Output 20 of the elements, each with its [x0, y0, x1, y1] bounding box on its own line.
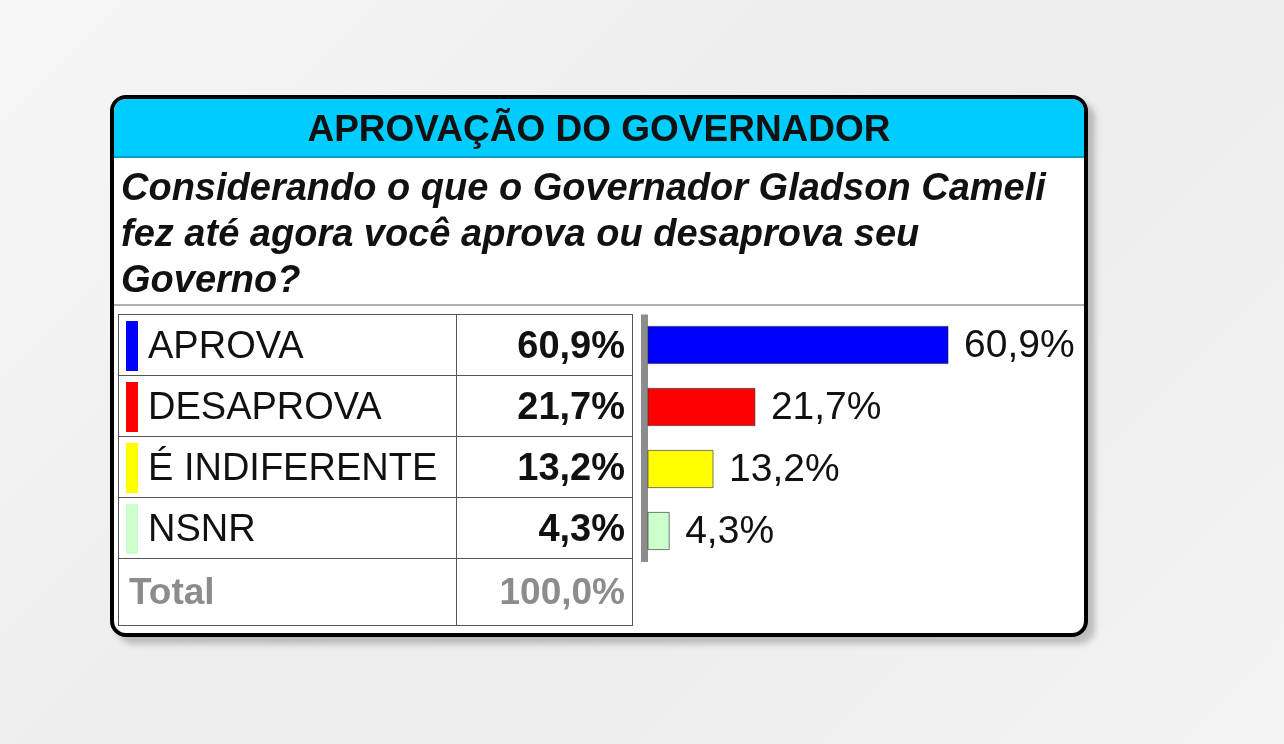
- data-label: 4,3%: [456, 497, 633, 559]
- data-label: 21,7%: [456, 375, 633, 437]
- y-tick-label: DESAPROVA: [147, 384, 382, 427]
- text: 4,3%: [685, 508, 775, 551]
- text: 100,0%: [456, 558, 633, 626]
- chart-subtitle: Considerando o que o Governador Gladson Cameli fez até agora você aprova ou desaprova seu Governo?: [121, 165, 1048, 302]
- text: Total: [118, 558, 457, 626]
- chart-title: APROVAÇÃO DO GOVERNADOR: [114, 99, 1084, 158]
- bar: [647, 450, 714, 488]
- text: 21,7%: [770, 384, 882, 427]
- data-label: 60,9%: [456, 314, 633, 376]
- y-tick-label: APROVA: [147, 323, 304, 366]
- y-tick-label: NSNR: [147, 506, 256, 549]
- bar: [647, 512, 670, 550]
- y-tick-label: É INDIFERENTE: [147, 445, 438, 488]
- bar: [647, 326, 949, 364]
- text: 60,9%: [964, 322, 1075, 365]
- text: 13,2%: [729, 446, 840, 489]
- data-label: 13,2%: [456, 436, 633, 498]
- bar: [647, 388, 756, 426]
